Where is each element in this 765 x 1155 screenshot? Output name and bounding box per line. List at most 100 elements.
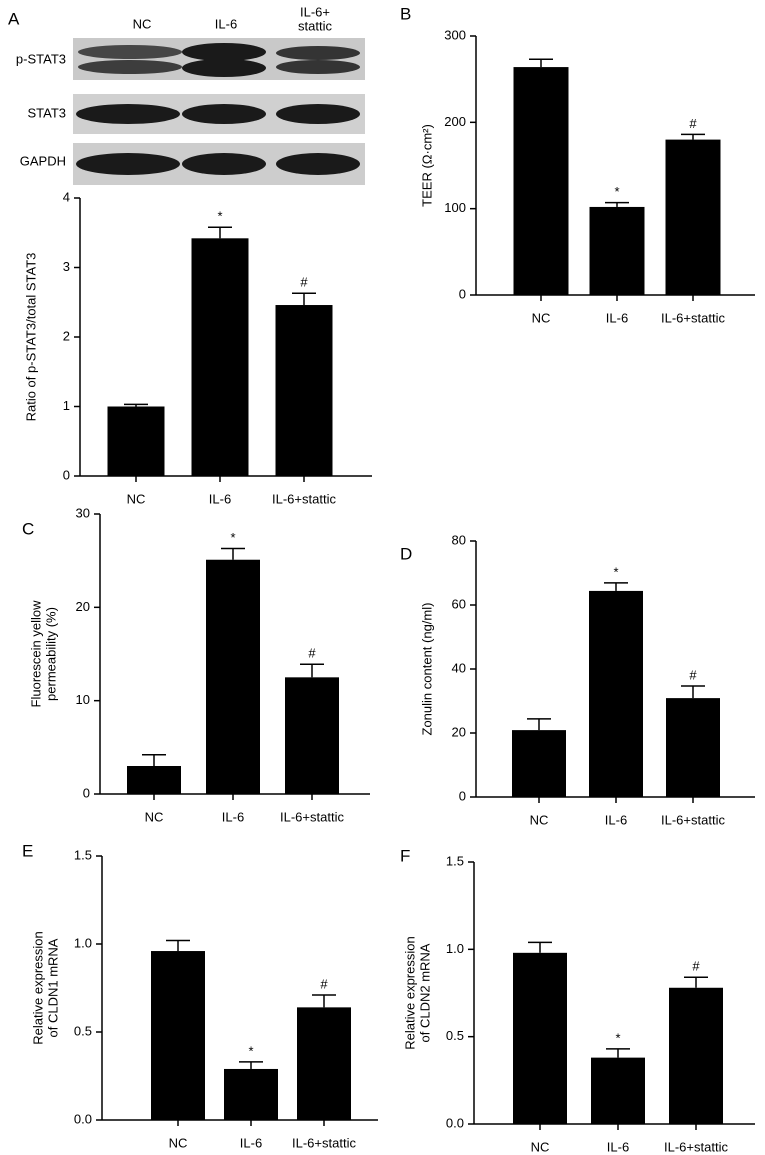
y-tick-label: 300 [444, 27, 466, 42]
annotation: # [689, 116, 697, 131]
annotation: * [614, 184, 619, 199]
x-tick-label: NC [169, 1135, 188, 1150]
y-axis-label: Relative expression [30, 931, 45, 1044]
y-tick-label: 100 [444, 200, 466, 215]
bar [275, 305, 333, 476]
annotation: # [308, 646, 316, 661]
x-tick-label: IL-6 [606, 310, 628, 325]
annotation: * [248, 1043, 253, 1058]
y-tick-label: 200 [444, 114, 466, 129]
annotation: # [692, 959, 700, 974]
annotation: * [615, 1030, 620, 1045]
annotation: * [230, 530, 235, 545]
y-axis-label: Fluorescein yellow [28, 600, 43, 708]
y-tick-label: 0 [63, 467, 70, 482]
x-tick-label: IL-6+stattic [280, 809, 344, 824]
blot-row-label: GAPDH [20, 153, 66, 168]
annotation: * [613, 564, 618, 579]
blot-column-label: IL-6 [215, 16, 237, 31]
y-tick-label: 0.5 [74, 1023, 92, 1038]
x-tick-label: IL-6 [209, 491, 231, 506]
blot-row-label: STAT3 [27, 105, 66, 120]
x-tick-label: IL-6 [222, 809, 244, 824]
chart-panel: F 0.0 0.5 1.0 1.5 Relative expression of CLDN2… [400, 846, 755, 1154]
bar [513, 67, 569, 295]
y-tick-label: 4 [63, 189, 70, 204]
y-tick-label: 80 [452, 532, 466, 547]
x-tick-label: NC [531, 1139, 550, 1154]
panel-label: B [400, 4, 411, 23]
y-tick-label: 30 [76, 505, 90, 520]
y-tick-label: 3 [63, 259, 70, 274]
bar [285, 677, 339, 794]
panel-label: E [22, 841, 33, 860]
chart-panel: A 0 1 2 3 4 Ratio of p-STAT3/total STAT3 NC * IL-… [8, 9, 372, 506]
y-axis-label: Ratio of p-STAT3/total STAT3 [23, 253, 38, 422]
y-tick-label: 0 [459, 788, 466, 803]
y-tick-label: 0 [459, 286, 466, 301]
bar [669, 987, 723, 1124]
chart-panel: C 0 10 20 30 Fluorescein yellow permeability (… [22, 505, 370, 824]
x-tick-label: IL-6+stattic [661, 310, 725, 325]
y-tick-label: 10 [76, 692, 90, 707]
bar [206, 559, 260, 794]
y-tick-label: 0.0 [74, 1111, 92, 1126]
y-tick-label: 1.5 [446, 853, 464, 868]
panel-label: C [22, 519, 34, 538]
y-tick-label: 1.0 [74, 935, 92, 950]
chart-panel: D 0 20 40 60 80 Zonulin content (ng/ml) NC * IL-6… [400, 532, 755, 827]
y-tick-label: 20 [452, 724, 466, 739]
bar [224, 1068, 278, 1120]
x-tick-label: NC [532, 310, 551, 325]
bar [513, 952, 567, 1124]
y-axis-label: Zonulin content (ng/ml) [419, 603, 434, 736]
x-tick-label: IL-6+stattic [272, 491, 336, 506]
bar [151, 951, 205, 1120]
annotation: # [320, 976, 328, 991]
y-tick-label: 1.5 [74, 847, 92, 862]
x-tick-label: IL-6 [605, 812, 627, 827]
annotation: * [217, 209, 222, 224]
y-tick-label: 0.5 [446, 1028, 464, 1043]
x-tick-label: IL-6+stattic [292, 1135, 356, 1150]
x-tick-label: NC [127, 491, 146, 506]
blot-column-label: stattic [298, 18, 332, 33]
y-axis-label: TEER (Ω·cm²) [419, 124, 434, 207]
y-axis-label: of CLDN1 mRNA [45, 938, 60, 1037]
blot-row-label: p-STAT3 [16, 51, 66, 66]
chart-panel: B 0 100 200 300 TEER (Ω·cm²) NC * IL-6 # IL-6+stat… [400, 4, 755, 325]
y-tick-label: 1 [63, 398, 70, 413]
y-axis-label: of CLDN2 mRNA [417, 943, 432, 1042]
panel-label: F [400, 846, 410, 865]
western-blot: NC IL-6 IL-6+ stattic p-STAT3 STAT3 GAPD… [16, 4, 365, 185]
bar [666, 698, 720, 797]
panel-label: A [8, 9, 20, 28]
bar [589, 590, 643, 797]
y-tick-label: 2 [63, 328, 70, 343]
x-tick-label: NC [530, 812, 549, 827]
x-tick-label: IL-6+stattic [661, 812, 725, 827]
bar [589, 206, 645, 295]
panel-label: D [400, 544, 412, 563]
blot-bands [76, 43, 360, 175]
x-tick-label: IL-6 [607, 1139, 629, 1154]
bar [512, 730, 566, 797]
y-axis-label: Relative expression [402, 936, 417, 1049]
annotation: # [689, 667, 697, 682]
annotation: # [300, 275, 308, 290]
y-axis-label: permeability (%) [43, 607, 58, 701]
chart-panel: E 0.0 0.5 1.0 1.5 Relative expression of CLDN1… [22, 841, 378, 1150]
bar [107, 406, 165, 476]
bar [297, 1007, 351, 1120]
bar [191, 238, 249, 476]
x-tick-label: IL-6+stattic [664, 1139, 728, 1154]
blot-column-label: NC [133, 16, 152, 31]
y-tick-label: 60 [452, 596, 466, 611]
bar [665, 139, 721, 295]
y-tick-label: 0.0 [446, 1115, 464, 1130]
bar [591, 1057, 645, 1124]
blot-column-label: IL-6+ [300, 4, 330, 19]
bar [127, 766, 181, 794]
y-tick-label: 40 [452, 660, 466, 675]
